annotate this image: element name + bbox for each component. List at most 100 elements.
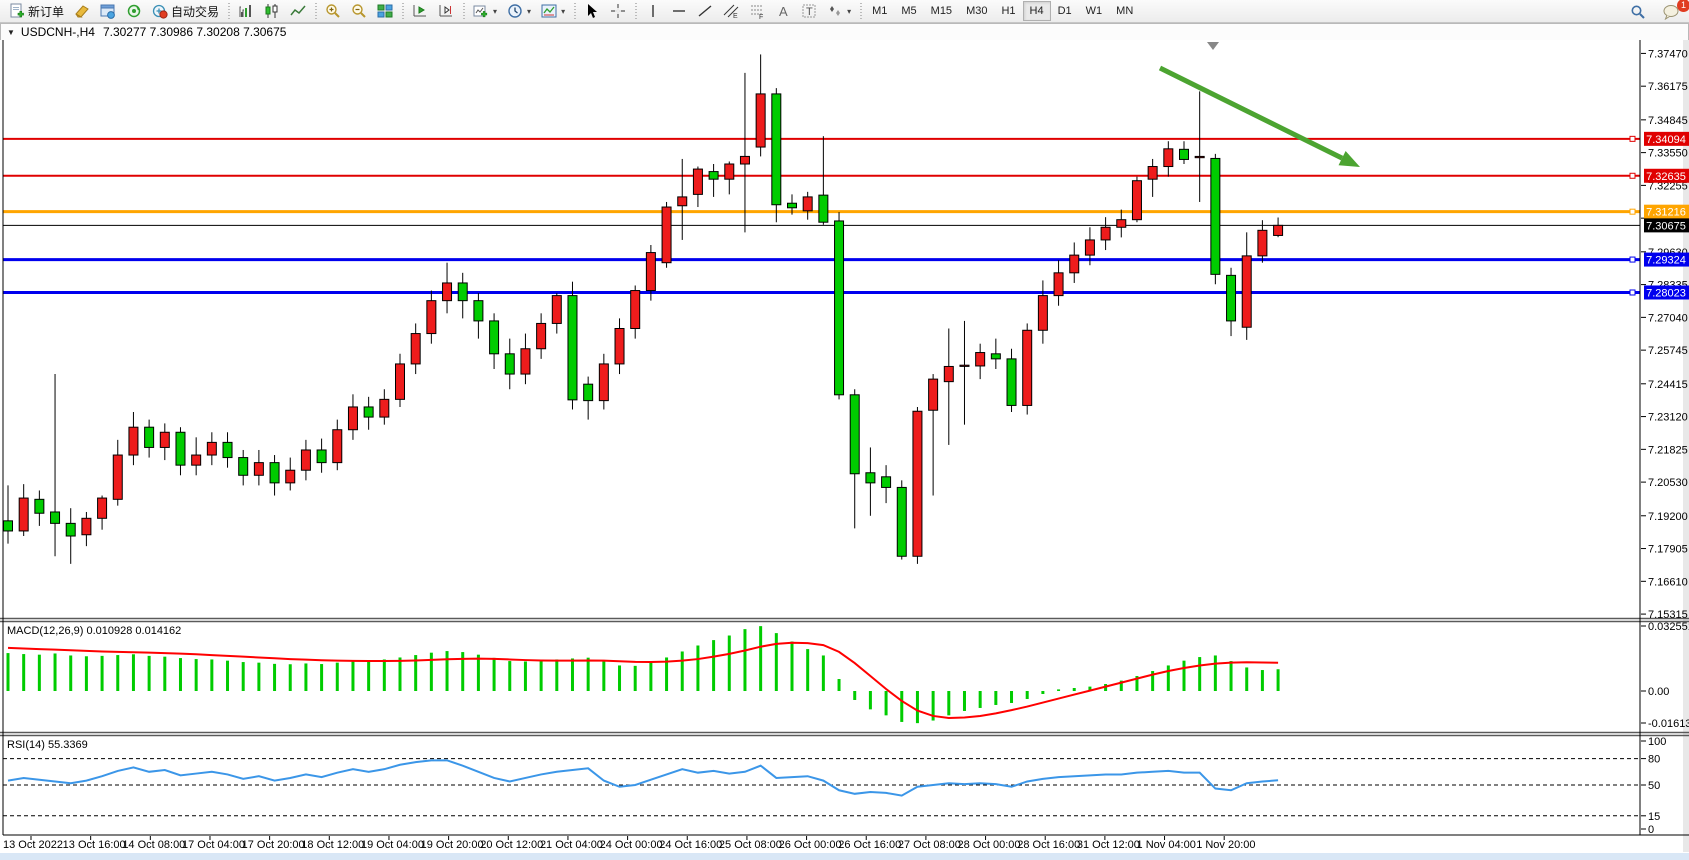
auto-trading-label: 自动交易 <box>171 4 220 19</box>
support-line-upper-price-tag-text: 7.29324 <box>1646 255 1686 267</box>
vline-icon <box>645 3 661 19</box>
macd-histogram-bar <box>1182 660 1186 691</box>
candle-bearish <box>818 194 829 223</box>
candle-bearish <box>50 511 61 524</box>
candle-bullish <box>1022 329 1033 406</box>
text-button[interactable]: A <box>770 1 796 21</box>
time-axis-label: 19 Oct 04:00 <box>361 839 424 851</box>
price-axis-label: 7.34845 <box>1648 115 1688 127</box>
macd-histogram-bar <box>790 641 794 691</box>
rsi-axis-label: 15 <box>1648 811 1660 823</box>
macd-histogram-bar <box>367 660 371 691</box>
candle-bullish <box>912 410 923 557</box>
new-order-button[interactable]: 新订单 <box>4 1 69 21</box>
timeframe-H1-button[interactable]: H1 <box>1001 5 1016 17</box>
notifications-button[interactable]: 1 <box>1657 0 1689 22</box>
shapes-button[interactable]: ▾ <box>822 1 856 21</box>
vertical-line-button[interactable] <box>640 1 666 21</box>
fibonacci-button[interactable]: F <box>744 1 770 21</box>
timeframe-H4-button[interactable]: H4 <box>1022 1 1051 21</box>
macd-histogram-bar <box>461 652 465 691</box>
trend-arrow-annotation[interactable] <box>1158 65 1360 167</box>
macd-histogram-bar <box>116 655 120 691</box>
macd-histogram-bar <box>226 660 230 691</box>
equidistant-channel-button[interactable]: E <box>718 1 744 21</box>
candle-bullish <box>755 93 766 148</box>
macd-histogram-bar <box>476 654 480 691</box>
macd-histogram-bar <box>178 658 182 691</box>
pivot-line-orange-handle[interactable] <box>1629 208 1636 215</box>
timeframe-M30-button[interactable]: M30 <box>966 5 988 17</box>
candle-bullish <box>739 155 750 165</box>
macd-histogram-bar <box>586 657 590 691</box>
timeframe-D1-button[interactable]: D1 <box>1057 5 1072 17</box>
search-button[interactable] <box>1625 2 1651 22</box>
chat-bubble-icon <box>1662 4 1680 20</box>
candle-bullish <box>1100 226 1111 241</box>
chart-shift-marker[interactable] <box>1207 42 1219 50</box>
macd-histogram-bar <box>1229 661 1233 691</box>
timeframe-MN-button[interactable]: MN <box>1116 5 1134 17</box>
cursor-button[interactable] <box>579 1 605 21</box>
fibo-icon: F <box>749 3 765 19</box>
chart-title-symbol: USDCNH-,H4 <box>20 25 95 39</box>
line-chart-button[interactable] <box>285 1 311 21</box>
rsi-axis-label: 50 <box>1648 780 1660 792</box>
metaeditor-button[interactable] <box>69 1 95 21</box>
macd-histogram-bar <box>100 655 104 691</box>
chevron-down-icon[interactable]: ▼ <box>7 27 15 37</box>
price-axis-label: 7.27040 <box>1648 312 1688 324</box>
macd-histogram-bar <box>445 651 449 691</box>
candle-bullish <box>395 363 405 400</box>
trendline-button[interactable] <box>692 1 718 21</box>
price-axis-label: 7.32255 <box>1648 180 1688 192</box>
timeframe-W1-button[interactable]: W1 <box>1085 5 1103 17</box>
templates-button[interactable]: ▾ <box>536 1 570 21</box>
auto-scroll-button[interactable] <box>407 1 433 21</box>
terminal-button[interactable] <box>95 1 121 21</box>
macd-histogram-bar <box>806 649 810 691</box>
candle-bullish <box>536 322 547 350</box>
support-line-lower-handle[interactable] <box>1629 289 1636 296</box>
macd-histogram-bar <box>1119 680 1123 691</box>
price-axis-label: 7.36175 <box>1648 81 1688 93</box>
candle-bullish <box>1273 224 1284 236</box>
resistance-line-upper-handle[interactable] <box>1629 135 1636 142</box>
period-selector-button[interactable]: ▾ <box>502 1 536 21</box>
candle-bullish <box>206 441 217 456</box>
rsi-pane: RSI(14) 55.3369 <box>3 739 1640 817</box>
chart-shift-button[interactable] <box>433 1 459 21</box>
tile-windows-button[interactable] <box>372 1 398 21</box>
candle-bullish <box>1116 219 1127 228</box>
candle-bearish <box>144 426 155 448</box>
zoom-in-button[interactable] <box>320 1 346 21</box>
macd-histogram-bar <box>665 657 669 691</box>
auto-trading-button[interactable]: 自动交易 <box>147 1 224 21</box>
signals-button[interactable] <box>121 1 147 21</box>
candle-bearish <box>1006 358 1017 406</box>
horizontal-line-button[interactable] <box>666 1 692 21</box>
candle-bullish <box>975 352 986 367</box>
candlestick-chart-button[interactable] <box>259 1 285 21</box>
resistance-line-lower-handle[interactable] <box>1629 172 1636 179</box>
support-line-upper-handle[interactable] <box>1629 256 1636 263</box>
macd-histogram-bar <box>570 658 574 691</box>
timeframe-M15-button[interactable]: M15 <box>930 5 953 17</box>
macd-histogram-bar <box>555 659 559 691</box>
macd-histogram-bar <box>241 662 245 691</box>
crosshair-button[interactable] <box>605 1 631 21</box>
candle-bullish <box>1037 295 1048 331</box>
macd-histogram-bar <box>680 651 684 691</box>
macd-histogram-bar <box>320 664 324 691</box>
timeframe-M5-button[interactable]: M5 <box>901 5 917 17</box>
macd-axis-label: 0.00 <box>1648 686 1669 698</box>
timeframe-M1-button[interactable]: M1 <box>872 5 888 17</box>
new-chart-button[interactable]: ▾ <box>468 1 502 21</box>
bar-chart-button[interactable] <box>233 1 259 21</box>
zoom-out-button[interactable] <box>346 1 372 21</box>
candlestick-series <box>3 54 1284 564</box>
text-label-button[interactable]: T <box>796 1 822 21</box>
price-axis[interactable]: 7.374707.361757.348457.335507.322557.309… <box>1641 48 1689 621</box>
